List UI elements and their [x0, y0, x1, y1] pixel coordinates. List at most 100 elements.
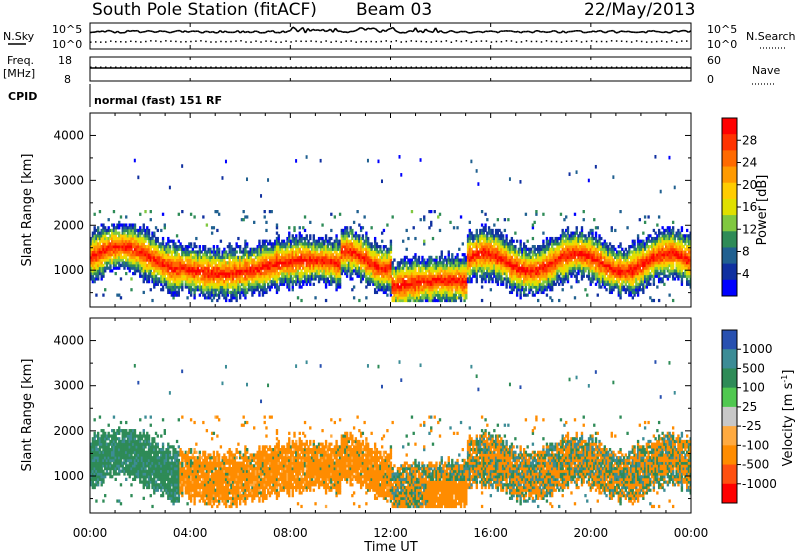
- power-cell: [172, 263, 175, 268]
- power-cell: [412, 255, 415, 259]
- power-cell: [217, 266, 221, 270]
- power-cell: [407, 285, 410, 289]
- power-cell: [472, 234, 475, 238]
- power-cell: [522, 255, 526, 259]
- power-cell: [526, 266, 529, 270]
- power-cell: [223, 261, 226, 265]
- power-cell: [312, 261, 315, 265]
- power-cell: [200, 258, 203, 262]
- power-cell: [151, 236, 154, 241]
- power-cell: [249, 258, 252, 262]
- power-cell: [440, 255, 443, 259]
- power-cell: [347, 247, 351, 251]
- power-cell: [486, 245, 489, 249]
- power-cell: [473, 263, 477, 268]
- power-cell: [526, 274, 529, 278]
- power-cell: [498, 263, 501, 268]
- nsky-trace: [267, 30, 271, 33]
- nave-point: [510, 66, 513, 68]
- power-cell: [407, 236, 410, 241]
- power-cell: [114, 271, 117, 276]
- power-cell: [179, 247, 182, 251]
- power-cell: [253, 253, 256, 257]
- power-cell: [125, 239, 128, 243]
- power-cell: [191, 282, 195, 286]
- power-cell: [179, 285, 182, 289]
- power-cell: [535, 290, 538, 295]
- power-cell: [484, 228, 487, 233]
- power-cell: [345, 239, 349, 243]
- power-cell: [480, 263, 484, 268]
- power-cell: [237, 271, 240, 276]
- power-cell: [132, 266, 135, 270]
- power-cell: [212, 258, 216, 262]
- power-cell: [479, 247, 482, 251]
- power-cell: [431, 236, 435, 241]
- power-cell: [233, 255, 237, 259]
- power-cell: [104, 239, 107, 243]
- nave-point: [380, 66, 382, 68]
- power-cell: [223, 288, 226, 292]
- power-cell: [226, 255, 230, 259]
- power-cell: [198, 285, 202, 289]
- nsearch-point: [680, 40, 683, 42]
- power-cell: [224, 253, 228, 257]
- power-cell: [515, 288, 519, 292]
- power-cell: [479, 242, 482, 246]
- power-cell: [340, 269, 344, 273]
- power-cell: [316, 274, 319, 278]
- power-cell: [104, 231, 107, 235]
- power-cell: [466, 280, 470, 284]
- power-cell: [323, 277, 326, 281]
- power-cell: [295, 255, 298, 259]
- power-cell: [466, 247, 470, 251]
- power-cell: [503, 271, 507, 276]
- power-cell: [410, 296, 414, 300]
- power-cell: [321, 245, 324, 249]
- power-cell: [316, 261, 319, 265]
- power-cell: [251, 253, 254, 257]
- power-cell: [142, 239, 145, 243]
- power-cell: [277, 258, 280, 262]
- power-cell: [256, 253, 259, 257]
- power-cell: [487, 245, 491, 249]
- nave-point: [520, 66, 523, 68]
- nsky-trace: [272, 30, 276, 34]
- power-cell: [310, 253, 314, 257]
- power-cell: [165, 285, 168, 289]
- power-cell: [258, 266, 261, 270]
- power-cell: [487, 247, 491, 251]
- power-cell: [423, 266, 426, 270]
- power-cell: [542, 250, 545, 254]
- power-cell: [444, 269, 447, 273]
- nave-point: [265, 66, 267, 68]
- power-cell: [505, 239, 508, 243]
- nsky-trace: [209, 30, 213, 34]
- power-cell: [223, 290, 226, 295]
- power-cell: [366, 250, 370, 254]
- power-cell: [184, 253, 188, 257]
- power-cell: [375, 269, 379, 273]
- power-cell: [456, 288, 459, 292]
- power-cell: [228, 245, 231, 249]
- nsky-trace: [222, 30, 226, 34]
- power-cell: [254, 255, 258, 259]
- power-cell: [219, 258, 223, 262]
- power-cell: [100, 231, 103, 235]
- power-cell: [522, 250, 526, 254]
- power-cell: [98, 253, 102, 257]
- power-cell: [202, 288, 205, 292]
- power-cell: [330, 228, 333, 233]
- power-cell: [177, 266, 180, 270]
- power-cell: [270, 245, 273, 249]
- power-cell: [445, 271, 449, 276]
- power-cell: [533, 293, 536, 297]
- power-cell: [149, 218, 152, 222]
- nave-point: [660, 66, 663, 68]
- power-cell: [475, 261, 478, 265]
- power-cell: [458, 263, 461, 268]
- power-cell: [444, 263, 447, 268]
- power-cell: [142, 223, 145, 227]
- power-cell: [452, 266, 456, 270]
- power-cell: [258, 239, 261, 243]
